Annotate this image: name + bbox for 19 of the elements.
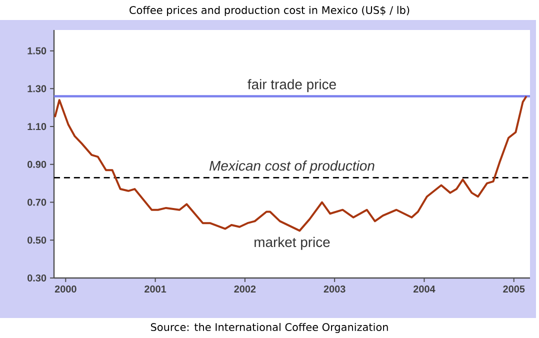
y-tick-label: 0.70: [28, 198, 46, 206]
y-tick-label: 0.90: [28, 160, 46, 168]
x-tick-label: 2001: [144, 286, 166, 293]
source-note: Source: the International Coffee Organization: [150, 322, 388, 334]
series-label: market price: [254, 236, 330, 250]
x-tick-label: 2000: [54, 286, 76, 293]
line-series: [54, 95, 528, 232]
x-tick-label: 2005: [503, 286, 525, 293]
x-tick-label: 2004: [413, 286, 436, 293]
y-tick-label: 1.10: [28, 123, 46, 130]
y-tick-label: 1.30: [28, 85, 46, 92]
x-tick-label: 2002: [234, 286, 256, 293]
chart-title: Coffee prices and production cost in Mexico (US$ / lb): [130, 6, 410, 16]
y-tick-label: 0.50: [28, 236, 46, 244]
x-tick-label: 2003: [324, 286, 346, 293]
ref-line-label: Mexican cost of production: [209, 160, 374, 174]
y-tick-label: 0.30: [28, 274, 46, 282]
ref-line-label: fair trade price: [248, 79, 336, 92]
y-tick-label: 1.50: [28, 47, 46, 54]
